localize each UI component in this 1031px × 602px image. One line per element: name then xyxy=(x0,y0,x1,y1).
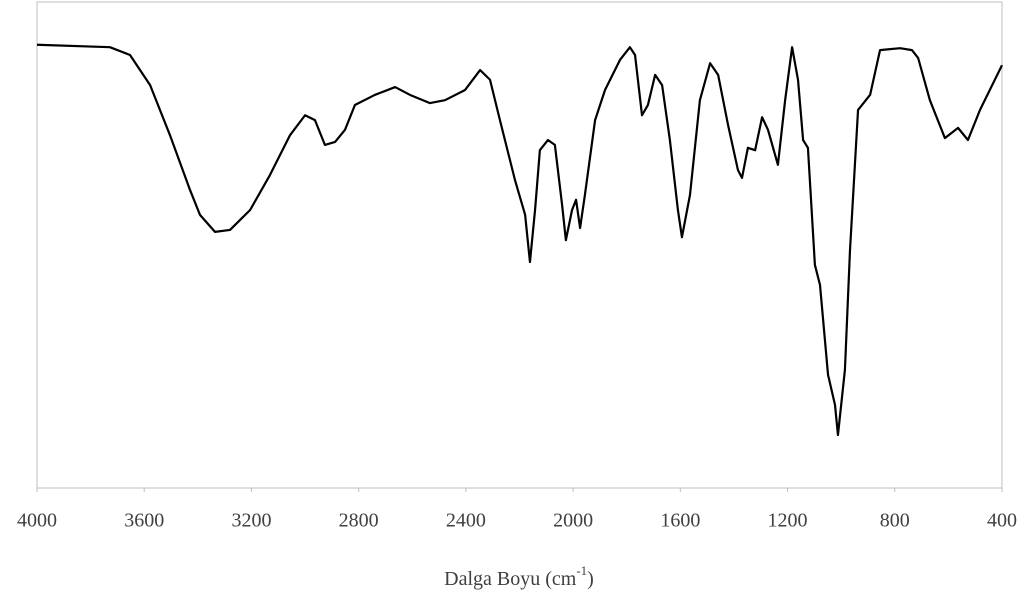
x-tick-label: 3200 xyxy=(231,510,271,532)
x-axis-label-text: Dalga Boyu (cm xyxy=(444,568,577,590)
x-axis-label: Dalga Boyu (cm-1) xyxy=(444,563,594,589)
x-tick-label: 2400 xyxy=(446,510,486,532)
x-tick-label: 400 xyxy=(987,510,1017,532)
spectrum-line xyxy=(36,43,1003,437)
x-tick-label: 1200 xyxy=(768,510,808,532)
x-tick-label: 2000 xyxy=(553,510,593,532)
x-tick-label: 3600 xyxy=(124,510,164,532)
plot-frame xyxy=(36,1,1003,489)
x-axis-label-end: ) xyxy=(587,568,594,590)
x-tick-label: 1600 xyxy=(660,510,700,532)
x-axis-label-sup: -1 xyxy=(576,563,587,578)
x-tick-label: 800 xyxy=(880,510,910,532)
x-tick-label: 4000 xyxy=(17,510,57,532)
x-tick-label: 2800 xyxy=(339,510,379,532)
